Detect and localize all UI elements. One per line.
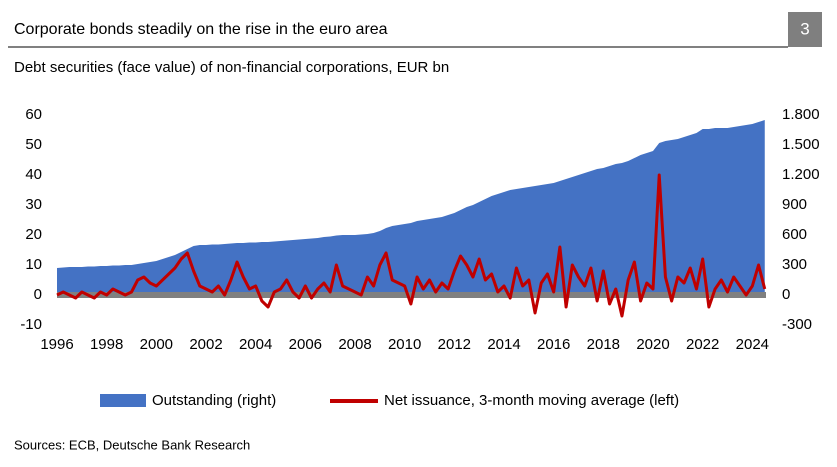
y2-tick-label: 1.500 [782, 136, 820, 153]
subtitle: Debt securities (face value) of non-fina… [14, 59, 449, 76]
x-tick-label: 2012 [438, 336, 471, 353]
y2-tick-label: 1.200 [782, 166, 820, 183]
y2-tick-label: 600 [782, 226, 807, 243]
y-tick-label: 60 [25, 106, 42, 123]
y-tick-label: 0 [34, 286, 42, 303]
y-tick-label: 10 [25, 256, 42, 273]
y-tick-label: 40 [25, 166, 42, 183]
x-tick-label: 2018 [587, 336, 620, 353]
chart-number: 3 [800, 19, 809, 38]
legend-label: Outstanding (right) [152, 392, 276, 409]
x-tick-label: 2020 [636, 336, 669, 353]
x-tick-label: 2004 [239, 336, 272, 353]
number-box [788, 12, 822, 47]
y2-tick-label: -300 [782, 316, 812, 333]
x-tick-label: 2006 [289, 336, 322, 353]
x-tick-label: 2024 [736, 336, 769, 353]
y-tick-label: -10 [20, 316, 42, 333]
legend-label: Net issuance, 3-month moving average (le… [384, 392, 679, 409]
y-tick-label: 20 [25, 226, 42, 243]
x-tick-label: 2010 [388, 336, 421, 353]
x-tick-label: 2022 [686, 336, 719, 353]
x-tick-label: 2014 [487, 336, 520, 353]
y2-tick-label: 0 [782, 286, 790, 303]
chart-title: Corporate bonds steadily on the rise in … [14, 21, 388, 38]
source: Sources: ECB, Deutsche Bank Research [14, 437, 250, 452]
x-tick-label: 2002 [189, 336, 222, 353]
y-tick-label: 50 [25, 136, 42, 153]
y2-tick-label: 300 [782, 256, 807, 273]
y2-tick-label: 1.800 [782, 106, 820, 123]
y-tick-label: 30 [25, 196, 42, 213]
x-tick-label: 2016 [537, 336, 570, 353]
x-tick-label: 2000 [140, 336, 173, 353]
x-tick-label: 1998 [90, 336, 123, 353]
net-issuance-line [56, 173, 767, 318]
y2-tick-label: 900 [782, 196, 807, 213]
legend-swatch [100, 394, 146, 407]
x-tick-label: 2008 [338, 336, 371, 353]
x-tick-label: 1996 [40, 336, 73, 353]
outstanding-area [57, 120, 765, 295]
